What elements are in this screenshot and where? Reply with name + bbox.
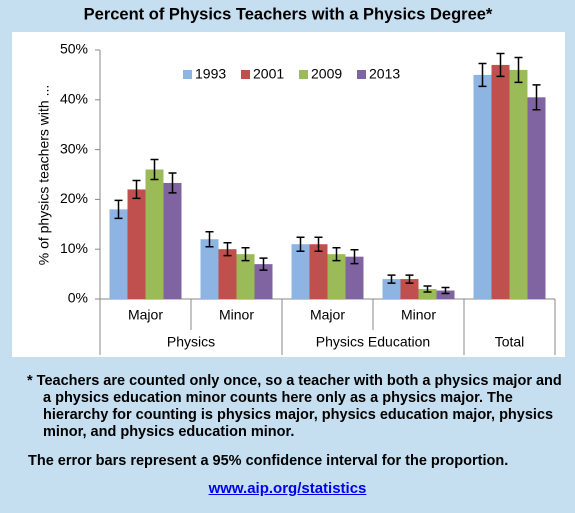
- bar: [236, 254, 255, 299]
- group-label: Total: [495, 334, 525, 350]
- y-tick-label: 30%: [60, 140, 88, 156]
- error-bar: [405, 274, 414, 284]
- error-bar: [496, 52, 505, 78]
- error-bar: [532, 84, 541, 111]
- y-tick-label: 40%: [60, 91, 88, 107]
- error-bar: [314, 236, 323, 252]
- chart-title: Percent of Physics Teachers with a Physi…: [84, 5, 493, 23]
- bar: [382, 279, 401, 299]
- bar: [345, 256, 364, 299]
- bar: [200, 239, 219, 299]
- bar: [145, 169, 164, 299]
- error-bar: [168, 172, 177, 194]
- note: The error bars represent a 95% confidenc…: [28, 453, 509, 469]
- plot-background: [12, 32, 565, 357]
- error-bar: [478, 62, 487, 88]
- error-bar: [150, 158, 159, 181]
- x-tick-label: Major: [310, 307, 345, 323]
- x-tick-label: Major: [128, 307, 163, 323]
- y-tick-label: 0%: [68, 290, 88, 306]
- error-bar: [259, 257, 268, 271]
- link[interactable]: www.aip.org/statistics: [208, 480, 367, 497]
- bar: [418, 289, 437, 299]
- bar: [491, 64, 510, 299]
- legend-swatch: [299, 70, 308, 79]
- group-label: Physics Education: [316, 334, 430, 350]
- legend-label: 2013: [369, 66, 400, 82]
- error-bar: [241, 246, 250, 262]
- error-bar: [350, 248, 359, 265]
- error-bar: [223, 241, 232, 257]
- legend-swatch: [357, 70, 366, 79]
- x-tick-label: Minor: [401, 307, 436, 323]
- bar: [109, 209, 128, 299]
- bar: [527, 97, 546, 299]
- bar: [218, 249, 237, 299]
- error-bar: [132, 179, 141, 200]
- error-bar: [332, 246, 341, 262]
- bar: [400, 279, 419, 299]
- error-bar: [114, 199, 123, 220]
- y-tick-label: 10%: [60, 240, 88, 256]
- error-bar: [441, 286, 450, 295]
- bar: [473, 74, 492, 300]
- bar: [163, 182, 182, 299]
- y-tick-label: 20%: [60, 190, 88, 206]
- error-bar: [423, 285, 432, 293]
- legend-swatch: [183, 70, 192, 79]
- footnote: * Teachers are counted only once, so a t…: [27, 373, 562, 440]
- bar: [254, 264, 273, 299]
- bar: [327, 254, 346, 299]
- bar: [436, 290, 455, 299]
- group-label: Physics: [167, 334, 215, 350]
- bar: [509, 69, 528, 299]
- bar: [127, 189, 146, 299]
- legend-label: 2001: [253, 66, 284, 82]
- x-tick-label: Minor: [219, 307, 254, 323]
- legend-swatch: [241, 70, 250, 79]
- y-axis-title: % of physics teachers with ...: [36, 85, 52, 266]
- bar: [309, 244, 328, 299]
- error-bar: [296, 236, 305, 252]
- legend-label: 2009: [311, 66, 342, 82]
- chart: Percent of Physics Teachers with a Physi…: [12, 5, 565, 357]
- legend-label: 1993: [195, 66, 226, 82]
- error-bar: [205, 231, 214, 248]
- error-bar: [387, 274, 396, 284]
- error-bar: [514, 56, 523, 84]
- bar: [291, 244, 310, 299]
- y-tick-label: 50%: [60, 41, 88, 57]
